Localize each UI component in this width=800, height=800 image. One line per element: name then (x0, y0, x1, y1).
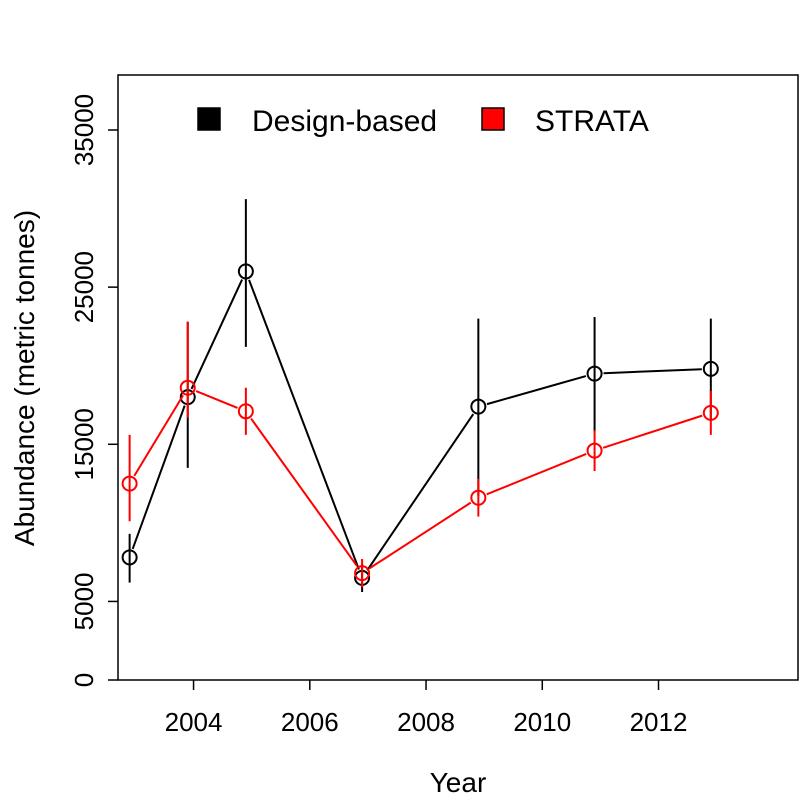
y-axis-title: Abundance (metric tonnes) (9, 210, 40, 546)
y-tick-label: 15000 (69, 408, 99, 480)
x-tick-label: 2004 (165, 707, 223, 737)
data-point (121, 475, 138, 492)
series-0 (121, 199, 719, 592)
data-point (179, 379, 196, 396)
data-point (237, 263, 254, 280)
series-line-segment (486, 375, 587, 406)
series-line-segment (131, 405, 186, 550)
legend-label: STRATA (535, 105, 649, 138)
data-point (121, 549, 138, 566)
legend-swatch (197, 107, 221, 131)
y-tick-label: 35000 (69, 94, 99, 166)
x-axis: 2004 2006 2008 2010 2012 (165, 680, 688, 737)
data-point (586, 365, 603, 382)
data-point (237, 403, 254, 420)
x-axis-title: Year (430, 767, 487, 798)
series-1 (121, 321, 719, 588)
data-point (702, 404, 719, 421)
data-point (470, 398, 487, 415)
y-tick-label: 25000 (69, 251, 99, 323)
x-tick-label: 2012 (630, 707, 688, 737)
data-point (702, 360, 719, 377)
series-line-segment (602, 414, 703, 449)
series-line-segment (190, 279, 243, 390)
series-line-segment (195, 390, 238, 409)
x-tick-label: 2008 (397, 707, 455, 737)
legend-swatch (481, 107, 505, 131)
series-line-segment (369, 501, 472, 570)
data-point (354, 565, 371, 582)
plot-frame (117, 74, 799, 681)
y-tick-label: 5000 (69, 573, 99, 631)
legend: Design-based STRATA (197, 105, 649, 138)
series-line-segment (250, 418, 358, 567)
legend-label: Design-based (252, 105, 437, 138)
series-line-segment (486, 453, 587, 496)
y-axis: 0 5000 15000 25000 35000 (69, 94, 118, 687)
y-tick-label: 0 (69, 673, 99, 687)
data-point (470, 489, 487, 506)
series-line-segment (603, 368, 702, 375)
series-line-segment (366, 413, 475, 571)
x-tick-label: 2006 (281, 707, 339, 737)
data-point (586, 442, 603, 459)
plot-layer (121, 199, 719, 592)
x-tick-label: 2010 (513, 707, 571, 737)
series-line-segment (133, 394, 184, 477)
series-line-segment (248, 279, 360, 570)
